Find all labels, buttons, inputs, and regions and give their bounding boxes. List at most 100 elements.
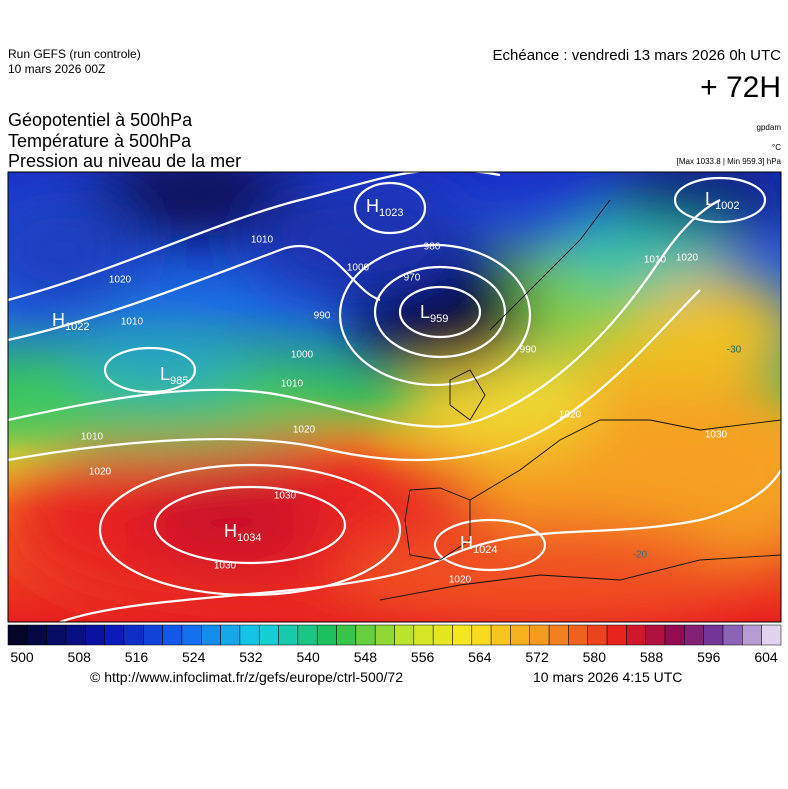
field-label: Géopotentiel à 500hPa	[8, 110, 193, 130]
isobar-label: 1020	[676, 253, 699, 264]
isobar-label: 1010	[81, 432, 104, 443]
colorbar-label: 516	[125, 649, 149, 665]
colorbar-swatch	[664, 624, 685, 646]
colorbar-swatch	[548, 624, 569, 646]
map: 1010 1020 1010 1000 990 980 970 990 1000…	[8, 172, 781, 622]
colorbar-swatch	[761, 624, 782, 646]
colorbar-swatch	[162, 624, 183, 646]
colorbar-swatch	[336, 624, 357, 646]
colorbar-swatch	[529, 624, 550, 646]
valid-time: Echéance : vendredi 13 mars 2026 0h UTC	[493, 47, 782, 64]
colorbar-swatch	[143, 624, 163, 646]
isobar-label: 1010	[281, 379, 304, 390]
colorbar-label: 596	[697, 649, 721, 665]
colorbar-swatch	[201, 624, 221, 646]
field-label: Pression au niveau de la mer	[8, 151, 241, 171]
colorbar-swatch	[374, 624, 395, 646]
colorbar-label: 500	[10, 649, 34, 665]
isotherm-label: -20	[633, 550, 648, 561]
colorbar-swatch	[742, 624, 762, 646]
isobar-label: 1010	[251, 235, 274, 246]
isobar-label: 1020	[109, 275, 132, 286]
isobar-label: 1000	[347, 263, 370, 274]
colorbar-swatch	[27, 624, 47, 646]
pressure-center: L985	[160, 364, 188, 387]
isobar-label: 1020	[89, 467, 112, 478]
isobar-label: 980	[424, 242, 441, 253]
colorbar-swatch	[510, 624, 531, 646]
colorbar-swatch	[568, 624, 588, 646]
colorbar-swatch	[432, 624, 453, 646]
isobar-label: 1020	[449, 575, 472, 586]
pressure-center: L1002	[705, 189, 740, 212]
colorbar-swatch	[239, 624, 260, 646]
colorbar-label: 556	[411, 649, 435, 665]
pressure-center: H1022	[52, 310, 89, 333]
colorbar-label: 580	[583, 649, 607, 665]
pressure-center: H1023	[366, 196, 403, 219]
colorbar-label: 508	[68, 649, 92, 665]
colorbar-label: 532	[239, 649, 263, 665]
isobar-label: 1010	[121, 317, 144, 328]
isobar-label: 1020	[293, 425, 316, 436]
colorbar-swatch	[46, 624, 67, 646]
colorbar-swatch	[104, 624, 125, 646]
colorbar-swatch	[278, 624, 299, 646]
source-url: © http://www.infoclimat.fr/z/gefs/europe…	[90, 669, 403, 685]
isobar-label: 1030	[214, 561, 237, 572]
colorbar-swatch	[220, 624, 241, 646]
map-frame	[7, 171, 782, 623]
pressure-center: H1034	[224, 521, 261, 544]
colorbar-swatch	[452, 624, 473, 646]
run-date: 10 mars 2026 00Z	[8, 62, 105, 76]
colorbar-swatch	[413, 624, 434, 646]
issued-time: 10 mars 2026 4:15 UTC	[533, 669, 682, 685]
pressure-center: H1024	[460, 533, 497, 556]
coastlines	[379, 199, 781, 601]
isobars	[8, 172, 781, 622]
colorbar-label: 524	[182, 649, 206, 665]
colorbar-swatch	[645, 624, 666, 646]
isobar-label: 1020	[559, 410, 582, 421]
isobar-label: 970	[404, 273, 421, 284]
colorbar-swatch	[490, 624, 511, 646]
colorbar-label: 540	[296, 649, 320, 665]
colorbar-swatch	[606, 624, 627, 646]
isobar-label: 1030	[705, 430, 728, 441]
colorbar-swatch	[297, 624, 318, 646]
unit-label: [Max 1033.8 | Min 959.3] hPa	[677, 157, 782, 166]
isobar-label: 990	[314, 311, 331, 322]
run-label: Run GEFS (run controle)	[8, 47, 141, 61]
isobar-label: 1030	[274, 491, 297, 502]
colorbar-swatch	[7, 624, 28, 646]
colorbar-swatch	[626, 624, 646, 646]
colorbar-swatch	[85, 624, 105, 646]
colorbar-swatch	[471, 624, 492, 646]
colorbar-swatch	[703, 624, 724, 646]
colorbar-swatch	[123, 624, 144, 646]
isotherm-label: -30	[727, 345, 742, 356]
colorbar-swatch	[587, 624, 608, 646]
isobar-label: 990	[520, 345, 537, 356]
colorbar-swatch	[258, 624, 279, 646]
field-label: Température à 500hPa	[8, 131, 192, 151]
colorbar-label: 604	[754, 649, 778, 665]
lead-time: + 72H	[700, 71, 781, 104]
unit-label: gpdam	[757, 123, 782, 132]
pressure-center: L959	[420, 302, 448, 325]
colorbar-swatch	[394, 624, 415, 646]
isobar-label: 1010	[644, 255, 667, 266]
colorbar-label: 548	[354, 649, 378, 665]
colorbar-label: 588	[640, 649, 664, 665]
colorbar-swatch	[684, 624, 704, 646]
colorbar-swatch	[722, 624, 743, 646]
colorbar-swatch	[355, 624, 376, 646]
colorbar-swatch	[65, 624, 86, 646]
colorbar: 500 508 516 524 532 540 548 556 564 572 580 588 596 6…	[7, 624, 782, 665]
colorbar-swatch	[181, 624, 202, 646]
colorbar-label: 564	[468, 649, 492, 665]
isobar-label: 1000	[291, 350, 314, 361]
unit-label: °C	[772, 143, 781, 152]
colorbar-label: 572	[525, 649, 549, 665]
